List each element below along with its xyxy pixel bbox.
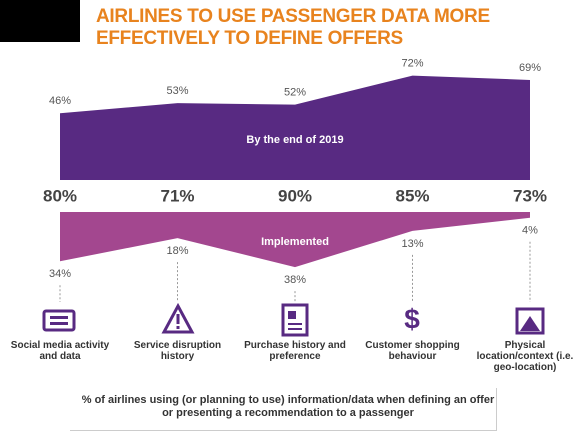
value-label: 46% — [49, 95, 71, 107]
value-label: 72% — [401, 58, 423, 70]
icon-map — [515, 307, 545, 335]
category-label: Physical location/context (i.e. geo-loca… — [476, 340, 574, 373]
icon-warning — [161, 302, 195, 334]
series-label: Implemented — [261, 236, 329, 248]
value-label: 13% — [401, 238, 423, 250]
icons: $ — [42, 302, 545, 337]
category-label: Service disruption history — [133, 340, 222, 362]
icon-warning-dot — [176, 326, 180, 329]
icon-screen — [42, 309, 76, 332]
chart-title: AIRLINES TO USE PASSENGER DATA MORE EFFE… — [96, 6, 490, 49]
icon-line — [50, 316, 68, 319]
value-label: 34% — [49, 268, 71, 280]
value-label: 53% — [166, 85, 188, 97]
value-label: 4% — [522, 225, 538, 237]
value-label: 52% — [284, 87, 306, 99]
icon-map-pin — [520, 316, 540, 331]
category-label: Customer shopping behaviour — [365, 340, 460, 362]
value-label: 69% — [519, 62, 541, 74]
icon-warning-mark — [176, 314, 180, 324]
icon-receipt-line — [288, 323, 302, 325]
total-label: 90% — [278, 186, 312, 205]
value-label: 38% — [284, 274, 306, 286]
area-upper — [60, 75, 530, 180]
corner-block — [0, 0, 80, 42]
total-label: 80% — [43, 186, 77, 205]
total-label: 85% — [395, 186, 429, 205]
icon-line — [50, 322, 68, 325]
area-lower — [60, 212, 530, 268]
icon-receipt-line — [288, 328, 302, 330]
icon-receipt-chart — [288, 311, 296, 319]
total-label: 73% — [513, 186, 547, 205]
value-label: 18% — [166, 245, 188, 257]
icon-dollar: $ — [404, 303, 420, 334]
icon-receipt — [281, 303, 309, 337]
series-label: By the end of 2019 — [246, 134, 343, 146]
footnote-frame — [70, 388, 497, 431]
category-label: Purchase history and preference — [244, 340, 346, 362]
category-label: Social media activity and data — [10, 340, 110, 362]
total-label: 71% — [160, 186, 194, 205]
footnote: % of airlines using (or planning to use)… — [81, 394, 495, 419]
